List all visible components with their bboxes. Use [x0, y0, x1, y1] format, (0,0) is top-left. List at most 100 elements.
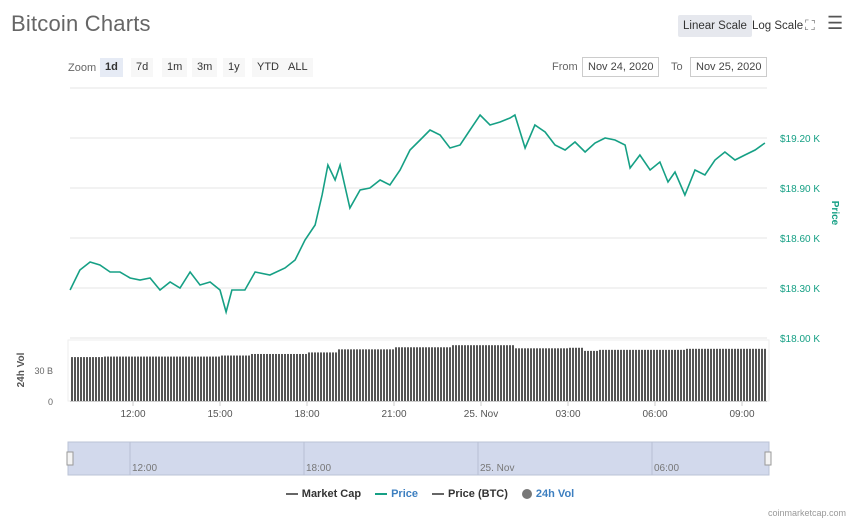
volume-bar	[635, 349, 637, 401]
page-title: Bitcoin Charts	[11, 11, 151, 36]
volume-bar	[662, 349, 664, 401]
volume-bar	[335, 352, 337, 401]
volume-bar	[236, 355, 238, 401]
volume-bar	[707, 348, 709, 401]
volume-bar	[716, 348, 718, 401]
price-chart: $18.00 K $18.30 K $18.60 K $18.90 K $19.20 K…	[16, 87, 840, 476]
navigator[interactable]: 12:00 18:00 25. Nov 06:00	[66, 441, 772, 476]
volume-bar	[557, 348, 559, 401]
navigator-label: 18:00	[306, 463, 331, 474]
zoom-1y-button[interactable]: 1y	[223, 58, 245, 77]
volume-bar	[515, 348, 517, 401]
volume-bar	[227, 355, 229, 401]
volume-bar	[680, 349, 682, 401]
volume-axis-label: 24h Vol	[16, 352, 27, 387]
volume-bar	[428, 347, 430, 401]
volume-bar	[299, 353, 301, 401]
volume-bar	[677, 349, 679, 401]
volume-bar	[347, 349, 349, 401]
zoom-all-button[interactable]: ALL	[283, 58, 313, 77]
volume-bar	[449, 347, 451, 401]
volume-bar	[152, 356, 154, 401]
volume-bar	[488, 345, 490, 401]
volume-bar	[584, 350, 586, 401]
volume-bar	[566, 348, 568, 401]
volume-bar	[668, 349, 670, 401]
volume-bar	[74, 357, 76, 401]
navigator-right-handle[interactable]	[764, 451, 772, 466]
volume-bar	[173, 356, 175, 401]
volume-bar	[329, 352, 331, 401]
volume-bar	[743, 348, 745, 401]
volume-bar	[458, 345, 460, 401]
volume-bar	[710, 348, 712, 401]
volume-bar	[473, 345, 475, 401]
volume-bar	[308, 352, 310, 401]
menu-icon[interactable]: ☰	[827, 13, 844, 33]
volume-bar	[128, 356, 130, 401]
zoom-7d-button[interactable]: 7d	[131, 58, 154, 77]
volume-bar	[713, 348, 715, 401]
volume-bar	[359, 349, 361, 401]
linear-scale-button[interactable]: Linear Scale	[678, 15, 752, 37]
legend-item[interactable]: Price	[375, 488, 418, 500]
volume-bar	[284, 353, 286, 401]
volume-bar	[689, 348, 691, 401]
volume-bar	[212, 356, 214, 401]
to-label: To	[671, 61, 683, 73]
fullscreen-icon[interactable]: ⛶	[805, 17, 815, 33]
volume-bar	[632, 349, 634, 401]
zoom-ytd-button[interactable]: YTD	[252, 58, 284, 77]
volume-bar	[638, 349, 640, 401]
volume-bar	[518, 348, 520, 401]
log-scale-button[interactable]: Log Scale	[752, 20, 804, 32]
credit-link[interactable]: coinmarketcap.com	[767, 508, 846, 518]
volume-bar	[578, 347, 580, 401]
volume-bar	[80, 357, 82, 401]
volume-bar	[371, 349, 373, 401]
volume-bar	[446, 347, 448, 401]
volume-bar	[644, 349, 646, 401]
volume-bar	[470, 345, 472, 401]
from-date-input[interactable]: Nov 24, 2020	[582, 57, 660, 77]
zoom-label: Zoom	[68, 62, 97, 74]
volume-bar	[545, 348, 547, 401]
legend-item[interactable]: Price (BTC)	[432, 488, 508, 500]
navigator-left-handle[interactable]	[66, 451, 74, 466]
volume-bar	[461, 345, 463, 401]
volume-bar	[338, 349, 340, 401]
zoom-1d-button[interactable]: 1d	[100, 58, 123, 77]
volume-bar	[104, 356, 106, 401]
volume-bar	[257, 353, 259, 401]
volume-bar	[110, 356, 112, 401]
x-tick-label: 06:00	[642, 409, 667, 420]
volume-bar	[485, 345, 487, 401]
legend-label: 24h Vol	[535, 488, 575, 500]
line-swatch-icon	[285, 493, 298, 496]
zoom-3m-button[interactable]: 3m	[192, 58, 218, 77]
volume-bar	[296, 353, 298, 401]
volume-bar	[155, 356, 157, 401]
volume-bar	[302, 353, 304, 401]
volume-bar	[158, 356, 160, 401]
volume-bar	[497, 345, 499, 401]
to-date-input[interactable]: Nov 25, 2020	[690, 57, 768, 77]
price-line	[69, 113, 766, 316]
volume-bar	[599, 349, 601, 401]
volume-bar	[311, 352, 313, 401]
volume-bar	[701, 348, 703, 401]
volume-bar	[659, 349, 661, 401]
volume-bar	[140, 356, 142, 401]
volume-bar	[425, 347, 427, 401]
volume-bar	[176, 356, 178, 401]
from-label: From	[552, 61, 578, 73]
volume-bar	[500, 345, 502, 401]
volume-bar	[524, 348, 526, 401]
zoom-1m-button[interactable]: 1m	[162, 58, 188, 77]
volume-bar	[728, 348, 730, 401]
legend-item[interactable]: Market Cap	[285, 488, 361, 500]
volume-bar	[512, 345, 514, 401]
volume-bar	[83, 357, 85, 401]
legend-item[interactable]: 24h Vol	[521, 488, 575, 500]
volume-bar	[188, 356, 190, 401]
